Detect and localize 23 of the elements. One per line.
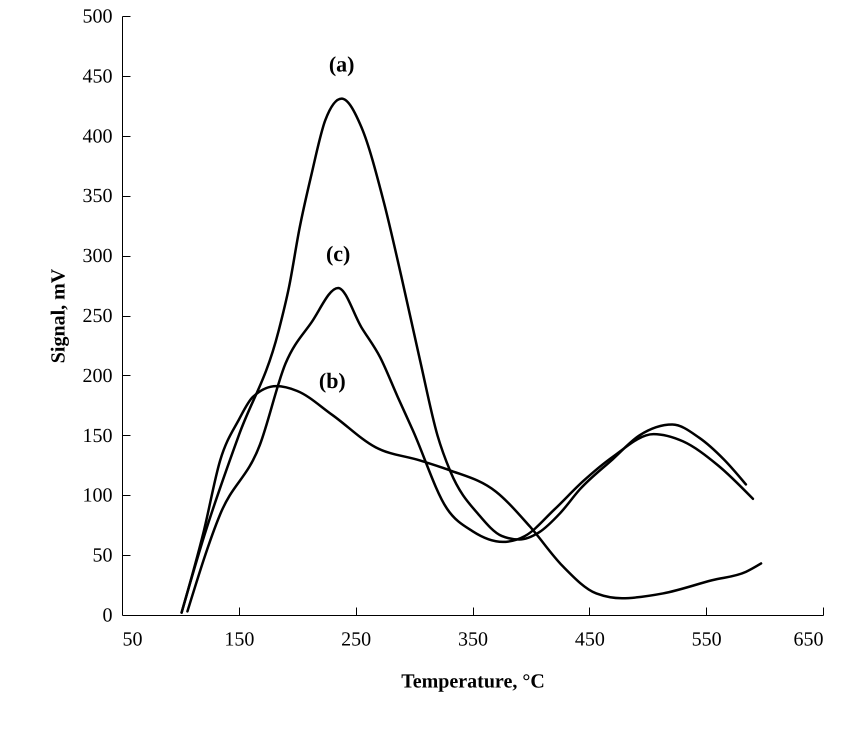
series-label: (b) [318, 368, 346, 393]
x-tick-label: 150 [224, 628, 254, 650]
y-tick-label: 200 [82, 364, 112, 387]
x-tick-label: 450 [574, 628, 605, 650]
y-tick-label: 400 [82, 125, 112, 148]
x-tick-label: 250 [341, 628, 372, 650]
x-tick-label: 350 [458, 628, 488, 650]
x-axis-title: Temperature, °C [401, 670, 545, 692]
y-axis-title: Signal, mV [48, 268, 70, 364]
x-tick-label: 550 [692, 628, 722, 650]
y-tick-label: 50 [92, 544, 112, 567]
y-tick-label: 500 [82, 6, 112, 28]
y-tick-label: 150 [82, 424, 112, 447]
x-tick-label: 50 [122, 628, 142, 650]
y-tick-label: 350 [82, 185, 112, 208]
y-tick-label: 250 [82, 305, 112, 327]
y-tick-label: 100 [82, 484, 112, 507]
x-tick-label: 650 [794, 628, 824, 650]
series-label: (a) [328, 52, 354, 77]
y-tick-label: 300 [82, 245, 112, 268]
series-label: (c) [326, 240, 350, 266]
y-tick-label: 0 [102, 604, 112, 626]
y-tick-label: 450 [82, 65, 112, 88]
